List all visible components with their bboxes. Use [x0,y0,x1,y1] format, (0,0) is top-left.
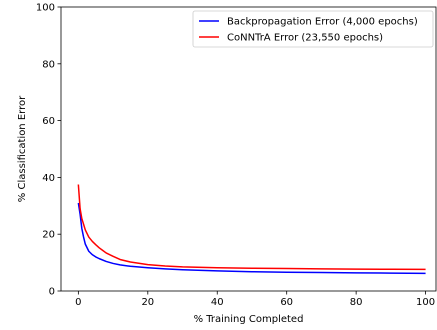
x-tick-label: 0 [75,297,81,308]
y-tick-label: 40 [42,173,55,184]
y-tick-label: 20 [42,230,55,241]
y-tick-label: 60 [42,116,55,127]
y-tick-label: 80 [42,59,55,70]
legend-label-1: Backpropagation Error (4,000 epochs) [227,17,418,28]
x-tick-label: 40 [211,297,224,308]
series-line-2 [77,184,426,271]
legend-label-2: CoNNTrA Error (23,550 epochs) [227,33,383,44]
y-tick-label: 100 [36,3,55,14]
x-tick-label: 60 [280,297,293,308]
series-line-1 [77,202,426,275]
x-tick-label: 20 [141,297,154,308]
x-axis-label: % Training Completed [194,314,304,325]
y-tick-label: 0 [49,287,55,298]
plot-frame [60,6,437,292]
y-axis-label: % Classification Error [17,95,28,202]
x-tick-label: 100 [416,297,435,308]
x-tick-label: 80 [350,297,363,308]
legend-box [192,10,434,48]
